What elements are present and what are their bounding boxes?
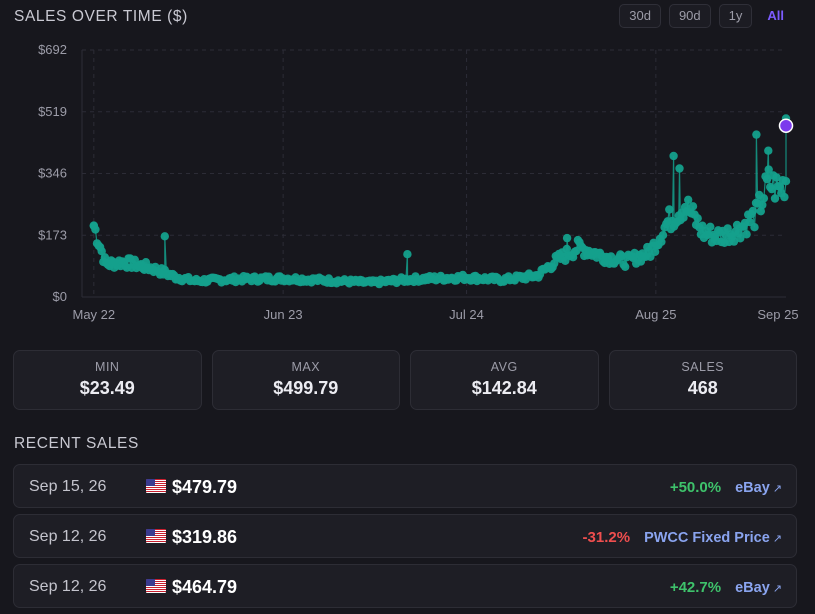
sale-point <box>688 202 698 211</box>
sale-point <box>770 194 780 203</box>
sale-point <box>562 244 571 254</box>
sale-point <box>759 194 769 203</box>
us-flag-icon <box>146 579 166 593</box>
time-range-selector: 30d 90d 1y All <box>619 4 791 28</box>
sale-point <box>675 164 684 173</box>
range-all-button[interactable]: All <box>767 8 784 23</box>
sale-meta: +42.7% eBay ↗ <box>670 579 782 596</box>
sale-meta: +50.0% eBay ↗ <box>670 479 782 496</box>
sale-point <box>742 230 751 239</box>
sale-price: $464.79 <box>172 577 238 597</box>
recent-sales-list: Sep 15, 26 $479.79 +50.0% eBay ↗ Sep 12,… <box>13 464 797 614</box>
x-axis-labels: May 22 Jun 23 Jul 24 Aug 25 Sep 25 <box>73 307 799 322</box>
y-tick-label: $346 <box>38 166 67 181</box>
sale-point <box>767 184 776 194</box>
sale-meta: -31.2% PWCC Fixed Price ↗ <box>583 529 782 546</box>
sale-point <box>403 250 412 259</box>
sale-point <box>762 175 772 184</box>
range-1y-button[interactable]: 1y <box>718 4 753 28</box>
recent-sales-title: RECENT SALES <box>14 435 139 452</box>
sale-point <box>665 205 674 214</box>
sale-point <box>91 225 100 234</box>
sale-date: Sep 12, 26 <box>29 578 107 595</box>
sale-point <box>669 151 678 161</box>
us-flag-icon <box>146 529 166 543</box>
external-link-icon[interactable]: ↗ <box>772 583 782 595</box>
range-90d-button[interactable]: 90d <box>668 4 711 28</box>
y-tick-label: $519 <box>38 104 67 119</box>
stat-label: MIN <box>95 360 120 374</box>
sale-point <box>736 234 745 243</box>
chart-grid <box>81 49 786 298</box>
stat-value: $142.84 <box>471 378 537 398</box>
stat-label: SALES <box>681 360 725 374</box>
sale-price: $319.86 <box>172 527 238 547</box>
us-flag-icon <box>146 479 166 493</box>
sale-date: Sep 12, 26 <box>29 528 107 545</box>
x-tick-label: May 22 <box>73 307 116 322</box>
range-30d-button[interactable]: 30d <box>619 4 661 28</box>
sales-chart[interactable]: $0 $173 $346 $519 $692 May 22 Jun 23 Jul 24 Aug… <box>0 34 815 330</box>
sale-point <box>752 130 761 139</box>
sale-source-link[interactable]: PWCC Fixed Price <box>644 530 770 546</box>
sale-point <box>621 262 630 271</box>
stat-sales-card: SALES 468 <box>608 350 797 410</box>
sale-point <box>772 173 781 182</box>
y-tick-label: $692 <box>38 42 67 57</box>
sale-row[interactable]: Sep 12, 26 $464.79 +42.7% eBay ↗ <box>13 564 797 608</box>
sale-point <box>706 222 715 231</box>
stat-label: MAX <box>291 360 321 374</box>
sales-series <box>89 114 794 289</box>
price-change: -31.2% <box>582 529 631 546</box>
x-tick-label: Jul 24 <box>449 307 484 322</box>
chart-title: SALES OVER TIME ($) <box>14 8 188 25</box>
sale-date: Sep 15, 26 <box>29 478 107 495</box>
x-tick-label: Sep 25 <box>757 307 798 322</box>
stat-value: 468 <box>687 378 718 398</box>
sales-line <box>93 118 787 286</box>
sale-row[interactable]: Sep 15, 26 $479.79 +50.0% eBay ↗ <box>13 464 797 508</box>
sale-point <box>562 233 572 243</box>
sale-point <box>780 192 789 202</box>
highlight-point <box>778 118 794 133</box>
external-link-icon[interactable]: ↗ <box>772 533 782 545</box>
y-tick-label: $0 <box>53 289 67 304</box>
stats-row: MIN $23.49 MAX $499.79 AVG $142.84 SALES… <box>13 350 797 410</box>
sale-point <box>781 177 791 186</box>
sale-price: $479.79 <box>172 477 238 497</box>
sale-point <box>658 231 668 240</box>
sale-point <box>758 200 767 210</box>
stat-value: $23.49 <box>79 378 135 398</box>
y-tick-label: $173 <box>38 227 67 242</box>
price-change: +42.7% <box>669 579 722 596</box>
sale-point <box>160 232 169 241</box>
external-link-icon[interactable]: ↗ <box>772 483 782 495</box>
sale-point <box>657 237 666 246</box>
x-tick-label: Aug 25 <box>635 307 676 322</box>
sale-point <box>750 223 759 232</box>
y-axis-labels: $0 $173 $346 $519 $692 <box>38 42 67 304</box>
sale-point <box>693 214 702 223</box>
sale-point <box>775 182 784 191</box>
sale-point <box>550 259 559 268</box>
sale-point <box>764 146 773 155</box>
stat-value: $499.79 <box>273 378 339 398</box>
stat-max-card: MAX $499.79 <box>211 350 400 410</box>
stat-avg-card: AVG $142.84 <box>410 350 599 410</box>
sale-point <box>684 195 693 204</box>
stat-min-card: MIN $23.49 <box>13 350 202 410</box>
sale-point <box>650 247 660 256</box>
sale-point <box>764 165 773 174</box>
sale-point <box>748 206 758 216</box>
sale-source-link[interactable]: eBay <box>735 480 770 496</box>
price-change: +50.0% <box>669 479 722 496</box>
sale-row[interactable]: Sep 12, 26 $319.86 -31.2% PWCC Fixed Pri… <box>13 514 797 558</box>
chart-header: SALES OVER TIME ($) 30d 90d 1y All <box>14 4 801 29</box>
x-tick-label: Jun 23 <box>264 307 303 322</box>
stat-label: AVG <box>490 360 518 374</box>
sale-source-link[interactable]: eBay <box>735 580 770 596</box>
sale-point <box>729 237 739 246</box>
